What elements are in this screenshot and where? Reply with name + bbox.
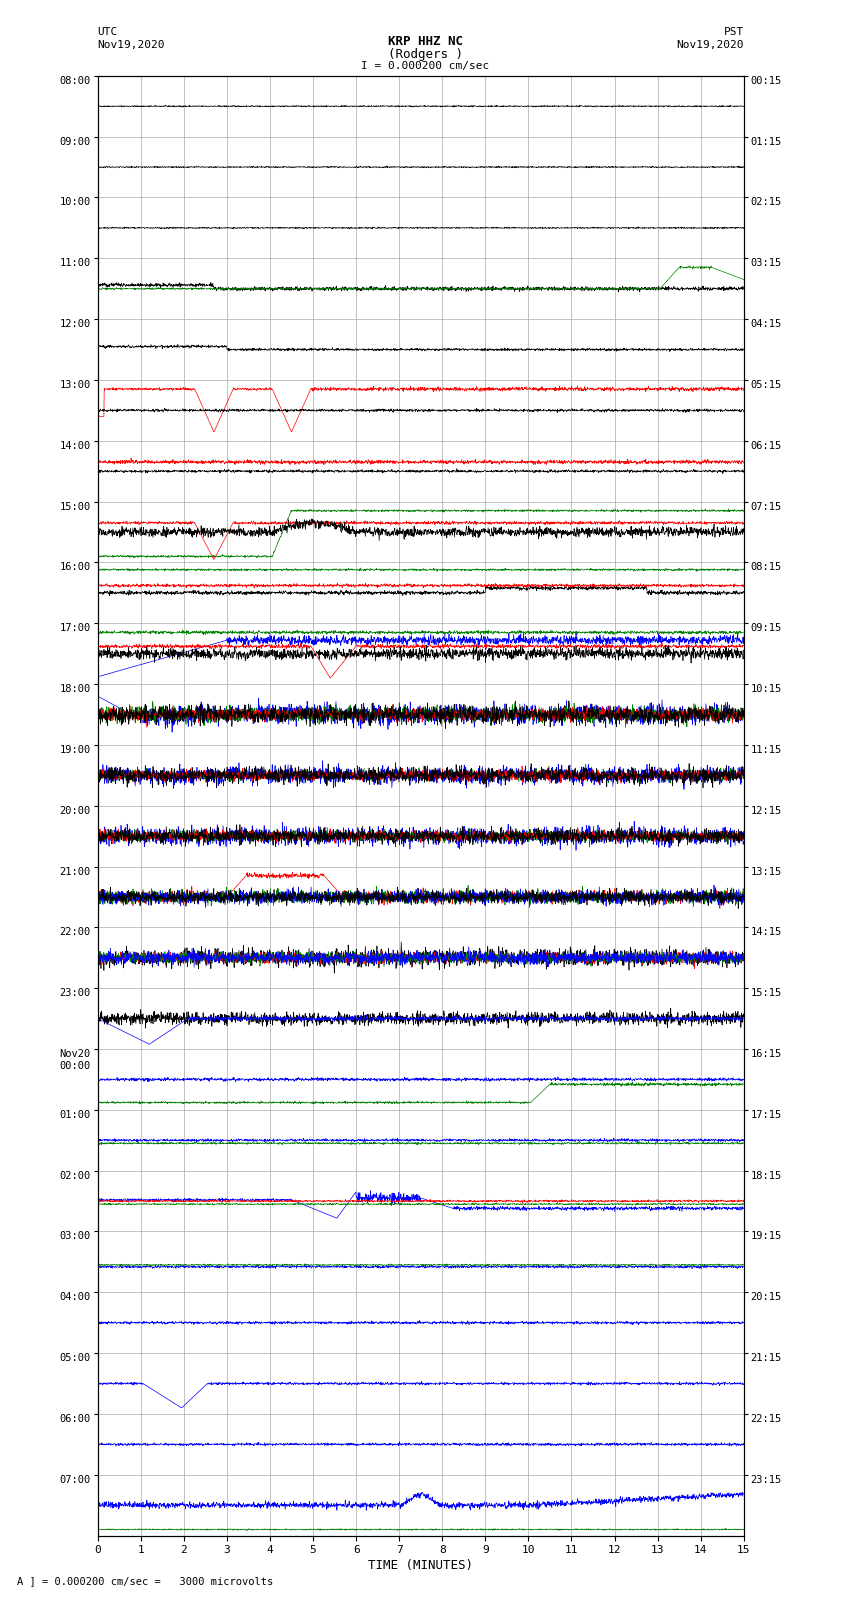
Text: A ] = 0.000200 cm/sec =   3000 microvolts: A ] = 0.000200 cm/sec = 3000 microvolts <box>17 1576 273 1586</box>
Text: I = 0.000200 cm/sec: I = 0.000200 cm/sec <box>361 61 489 71</box>
Text: (Rodgers ): (Rodgers ) <box>388 48 462 61</box>
Text: Nov19,2020: Nov19,2020 <box>98 40 165 50</box>
X-axis label: TIME (MINUTES): TIME (MINUTES) <box>368 1560 473 1573</box>
Text: Nov19,2020: Nov19,2020 <box>677 40 744 50</box>
Text: UTC: UTC <box>98 27 118 37</box>
Text: PST: PST <box>723 27 744 37</box>
Text: KRP HHZ NC: KRP HHZ NC <box>388 35 462 48</box>
